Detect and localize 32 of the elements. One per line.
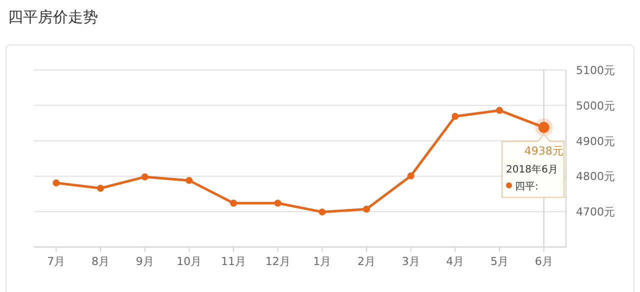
x-tick-label: 12月 (265, 255, 290, 268)
x-tick-label: 1月 (313, 255, 332, 268)
point (141, 173, 148, 180)
point (230, 200, 237, 207)
x-tick-label: 8月 (92, 255, 110, 268)
y-tick-label: 4800元 (576, 170, 615, 184)
point (186, 176, 193, 184)
data-label: 4938元 (524, 144, 564, 158)
point (407, 172, 414, 180)
x-tick-label: 9月 (136, 255, 154, 268)
x-tick-label: 11月 (221, 255, 246, 268)
y-tick-label: 4700元 (576, 206, 615, 219)
x-tick-label: 2月 (358, 255, 376, 268)
x-tick-label: 7月 (47, 255, 66, 268)
point (496, 106, 503, 114)
y-tick-label: 4900元 (576, 134, 615, 148)
x-tick-label: 10月 (176, 255, 202, 268)
point (97, 184, 104, 192)
annotation: 2018年6月 (506, 163, 558, 176)
point (318, 208, 326, 216)
y-tick-label: 5100元 (576, 64, 615, 77)
point (52, 179, 60, 186)
point (363, 206, 370, 213)
point (452, 112, 459, 120)
x-tick-label: 6月 (534, 255, 553, 268)
x-tick-label: 4月 (446, 255, 464, 268)
x-tick-label: 3月 (402, 255, 420, 268)
y-tick-label: 5000元 (576, 99, 615, 112)
point (274, 200, 282, 207)
x-tick-label: 5月 (490, 255, 508, 268)
legend-label: 四平: (515, 181, 538, 192)
chart-title: 四平房价走势 (8, 8, 98, 26)
